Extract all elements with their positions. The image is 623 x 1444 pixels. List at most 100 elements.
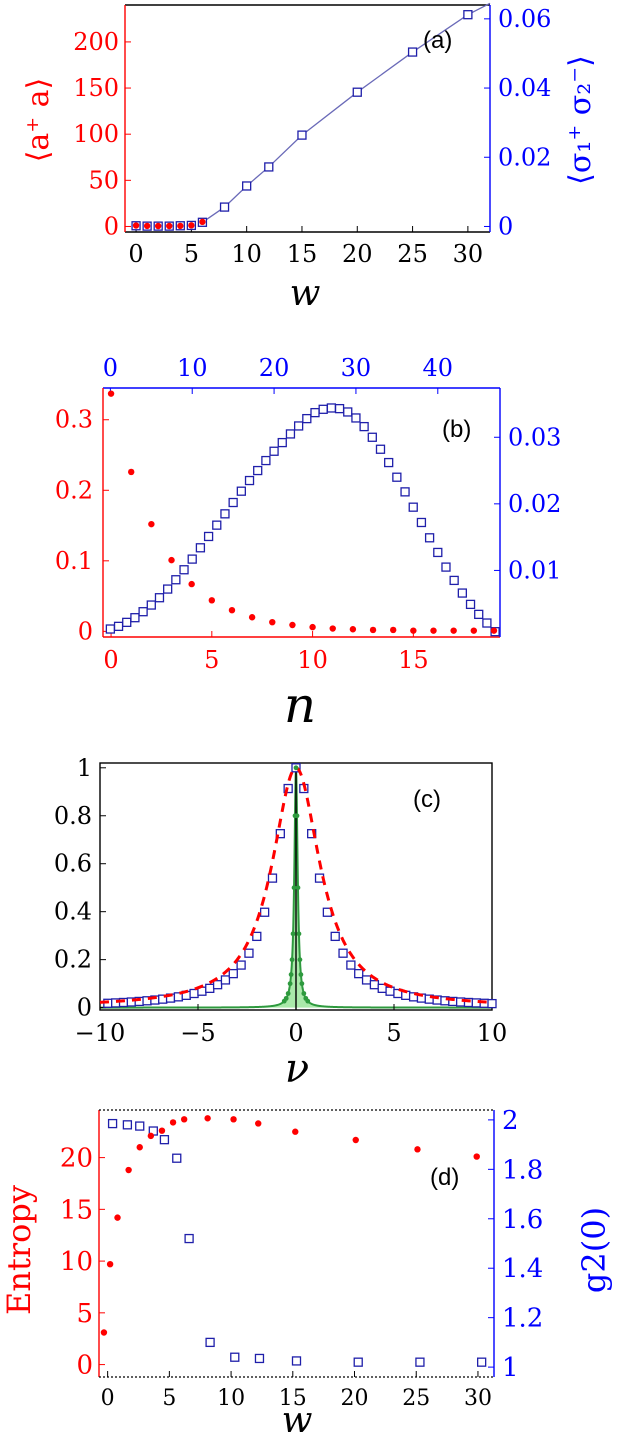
square-marker (205, 983, 215, 993)
green-dot-marker (289, 957, 295, 963)
square-marker (487, 998, 497, 1009)
square-marker (264, 162, 274, 172)
tick-label: 30 (341, 354, 372, 382)
square-marker (465, 599, 476, 610)
tick-label: 0 (498, 212, 513, 240)
square-marker (415, 1357, 425, 1367)
tick-label: 0.6 (54, 850, 92, 878)
square-marker (261, 455, 271, 466)
square-marker (354, 968, 364, 979)
dot-marker (114, 1214, 121, 1221)
square-marker (338, 948, 348, 958)
square-marker (212, 520, 222, 530)
tick-label: 0.2 (55, 476, 93, 504)
square-marker (184, 1233, 194, 1244)
panel-tag: (a) (423, 27, 452, 54)
tick-label: 0 (77, 994, 92, 1022)
square-marker (392, 472, 402, 482)
square-marker (252, 931, 262, 942)
dot-marker (269, 618, 276, 626)
square-marker (353, 1357, 363, 1367)
square-marker (318, 404, 328, 414)
square-marker (195, 543, 206, 553)
square-marker (400, 487, 410, 497)
dot-marker (147, 1132, 155, 1140)
square-marker (122, 617, 132, 628)
square-marker (482, 618, 492, 628)
square-marker (269, 446, 279, 456)
square-marker (293, 421, 304, 431)
square-marker (352, 87, 362, 97)
dot-marker (208, 597, 216, 604)
square-marker (189, 988, 199, 999)
green-dot-marker (299, 981, 305, 987)
panel-a: 0 5 10 15 20 25 30 0 50 100 150 200 0 0.02 0.04 0.06 (a)… (21, 2, 598, 314)
square-marker (163, 584, 173, 594)
square-marker (433, 547, 443, 558)
square-marker (228, 497, 238, 508)
x-axis-label: ν (285, 1046, 309, 1092)
square-marker (244, 948, 254, 958)
dot-marker (169, 1119, 177, 1126)
square-marker (154, 593, 165, 603)
green-dot-marker (287, 981, 293, 987)
tick-label: 0.02 (498, 143, 551, 171)
tick-label: 5 (204, 646, 219, 674)
square-marker (474, 609, 484, 620)
square-marker (159, 1135, 170, 1145)
square-marker (179, 565, 189, 575)
square-marker (259, 907, 270, 917)
tick-label: 15 (398, 646, 429, 674)
square-marker (236, 960, 246, 970)
square-marker (220, 975, 231, 985)
panel-b: 0 5 10 15 0 10 20 30 40 0 0.1 0.2 0.3 0.01 0.02 0.03 (b)… (55, 354, 562, 734)
dot-marker (309, 623, 316, 631)
tick-label: 0.03 (508, 423, 561, 451)
tick-label: 30 (453, 240, 484, 268)
green-dot-marker (288, 972, 294, 977)
tick-label: 10 (231, 240, 262, 268)
square-marker (408, 502, 418, 512)
green-dot-marker (291, 885, 297, 891)
dot-marker (168, 556, 175, 564)
tick-label: 0 (78, 617, 93, 645)
tick-label: 0.3 (55, 406, 93, 434)
dot-marker (188, 222, 195, 229)
tick-label: 10 (177, 354, 208, 382)
tick-label: 10 (60, 1247, 93, 1277)
tick-label: 5 (184, 240, 199, 268)
green-dot-marker (290, 931, 296, 937)
dot-marker (177, 222, 184, 230)
square-marker (228, 968, 238, 979)
dot-marker (204, 1115, 211, 1122)
tick-label: −5 (180, 1019, 215, 1047)
square-marker (359, 421, 369, 432)
dot-marker (199, 218, 206, 226)
green-dot-marker (297, 957, 303, 963)
square-marker (113, 621, 124, 631)
square-marker (369, 980, 380, 990)
y-axis-label-left: ⟨a⁺ a⟩ (21, 78, 56, 163)
dot-marker (248, 614, 256, 621)
tick-label: 25 (402, 1386, 430, 1411)
tick-label: 200 (73, 28, 119, 56)
tick-label: 20 (341, 1386, 369, 1411)
tick-label: 30 (464, 1386, 492, 1411)
square-marker (267, 873, 278, 883)
panel-c: −10 −5 0 5 10 0 0.2 0.4 0.6 0.8 1 (c) ν (54, 754, 507, 1092)
tick-label: 2 (502, 1106, 519, 1136)
tick-label: 10 (217, 1386, 245, 1411)
square-marker (244, 475, 255, 486)
tick-label: 15 (60, 1195, 93, 1225)
tick-label: 5 (386, 1019, 401, 1047)
tick-label: 5 (162, 1386, 176, 1411)
tick-label: 0 (104, 212, 119, 240)
square-marker (302, 413, 312, 424)
square-marker (449, 575, 459, 586)
tick-label: 1.2 (502, 1304, 543, 1334)
square-marker (122, 1120, 133, 1130)
dot-marker (154, 222, 162, 230)
green-dot-marker (293, 765, 299, 771)
square-marker (172, 1153, 182, 1163)
square-marker (346, 960, 356, 970)
